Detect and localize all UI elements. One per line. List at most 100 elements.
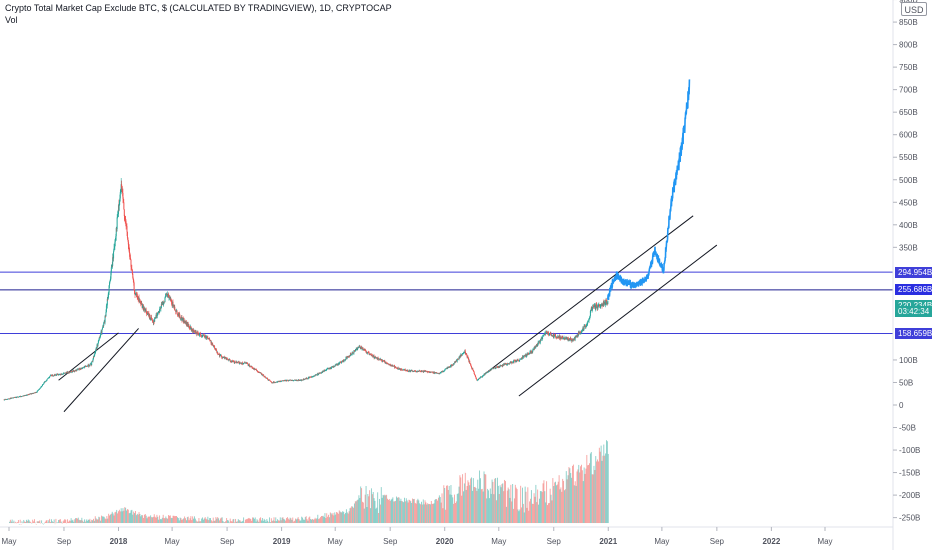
price-candle [397, 367, 399, 370]
price-candle [349, 355, 351, 357]
volume-bar [262, 520, 264, 524]
volume-bar [597, 461, 599, 524]
volume-bar [352, 506, 354, 524]
horizontal-levels[interactable] [0, 271, 893, 335]
volume-bar [319, 518, 321, 524]
volume-bar [590, 452, 592, 524]
price-tag-level-3: 158.659B [895, 328, 932, 340]
price-candle [310, 377, 312, 378]
volume-bar [370, 508, 371, 524]
volume-bar [443, 485, 445, 524]
price-candle [307, 377, 309, 379]
volume-bar [135, 511, 136, 524]
volume-bar [273, 517, 275, 524]
volume-bar [265, 521, 267, 524]
price-candle [465, 352, 467, 355]
price-candle [489, 369, 491, 371]
price-candle [422, 370, 424, 372]
volume-bar [109, 515, 111, 524]
volume-bar [67, 519, 68, 524]
price-candle [390, 364, 392, 366]
volume-bar [33, 521, 35, 524]
volume-bar [394, 501, 396, 524]
volume-bar [47, 522, 49, 524]
volume-bar [220, 517, 222, 524]
price-candle [52, 374, 54, 376]
price-candle [359, 346, 361, 348]
currency-badge[interactable]: USD [901, 2, 927, 16]
volume-bar [587, 465, 589, 524]
volume-bar [531, 503, 533, 524]
price-candle [452, 365, 454, 367]
volume-bar [488, 490, 489, 524]
volume-bar [482, 491, 484, 524]
volume-indicator-label[interactable]: Vol [5, 15, 18, 25]
price-candle [132, 273, 134, 278]
volume-bar [465, 489, 467, 524]
volume-bar [126, 509, 128, 524]
price-candle [88, 364, 90, 367]
price-candle [266, 377, 268, 379]
price-candle [221, 356, 223, 358]
volume-bar [589, 463, 590, 524]
price-axis[interactable]: 900B850B800B750B700B650B600B550B500B450B… [893, 0, 920, 523]
price-candle [325, 369, 327, 371]
price-candle [546, 331, 548, 333]
price-candle [537, 345, 539, 346]
price-candle [39, 387, 41, 389]
volume-bar [151, 517, 153, 524]
volume-bar [320, 515, 322, 524]
price-candle [443, 370, 445, 372]
volume-bar [300, 520, 302, 524]
price-candle [229, 359, 231, 360]
price-candle [584, 325, 586, 327]
volume-bar [492, 481, 494, 524]
price-candle [592, 306, 594, 308]
volume-bar [221, 517, 223, 524]
price-candle [235, 362, 237, 364]
price-candle [471, 366, 473, 368]
volume-bar [390, 499, 392, 524]
price-candle [116, 217, 118, 230]
price-candle [247, 363, 249, 366]
price-candle [101, 329, 103, 333]
price-candle [436, 373, 438, 374]
volume-bar [108, 513, 110, 524]
price-candle [281, 380, 283, 382]
price-candle [353, 350, 355, 351]
price-candle [318, 373, 320, 375]
volume-bar [328, 514, 329, 524]
volume-bar [361, 488, 363, 524]
volume-bar [217, 517, 219, 524]
price-candle [365, 350, 367, 353]
price-candle [593, 305, 595, 307]
volume-bar [538, 504, 540, 524]
volume-bar [497, 485, 499, 524]
time-axis[interactable]: May Sep 2018 May Sep 2019 May Sep 2020 May Sep 2021… [1, 527, 833, 546]
volume-bar [68, 520, 70, 524]
volume-bar [126, 510, 127, 524]
price-candle [603, 303, 605, 305]
price-candle [312, 376, 314, 378]
volume-bar [464, 472, 466, 524]
price-candle [340, 362, 342, 364]
volume-bar [546, 481, 548, 524]
volume-bar [25, 519, 27, 524]
volume-bar [428, 504, 430, 524]
price-candle [270, 381, 272, 383]
volume-bar [313, 519, 315, 524]
price-candle [125, 221, 127, 225]
volume-bar [41, 520, 43, 524]
price-candle [119, 198, 121, 202]
volume-bar [128, 513, 130, 524]
price-candle [12, 397, 14, 399]
volume-bar [558, 475, 560, 524]
volume-bar [441, 493, 443, 524]
volume-bar [143, 514, 145, 524]
volume-bar [528, 510, 530, 524]
volume-bar [560, 487, 562, 524]
volume-bar [603, 444, 605, 524]
volume-bar [61, 523, 63, 524]
